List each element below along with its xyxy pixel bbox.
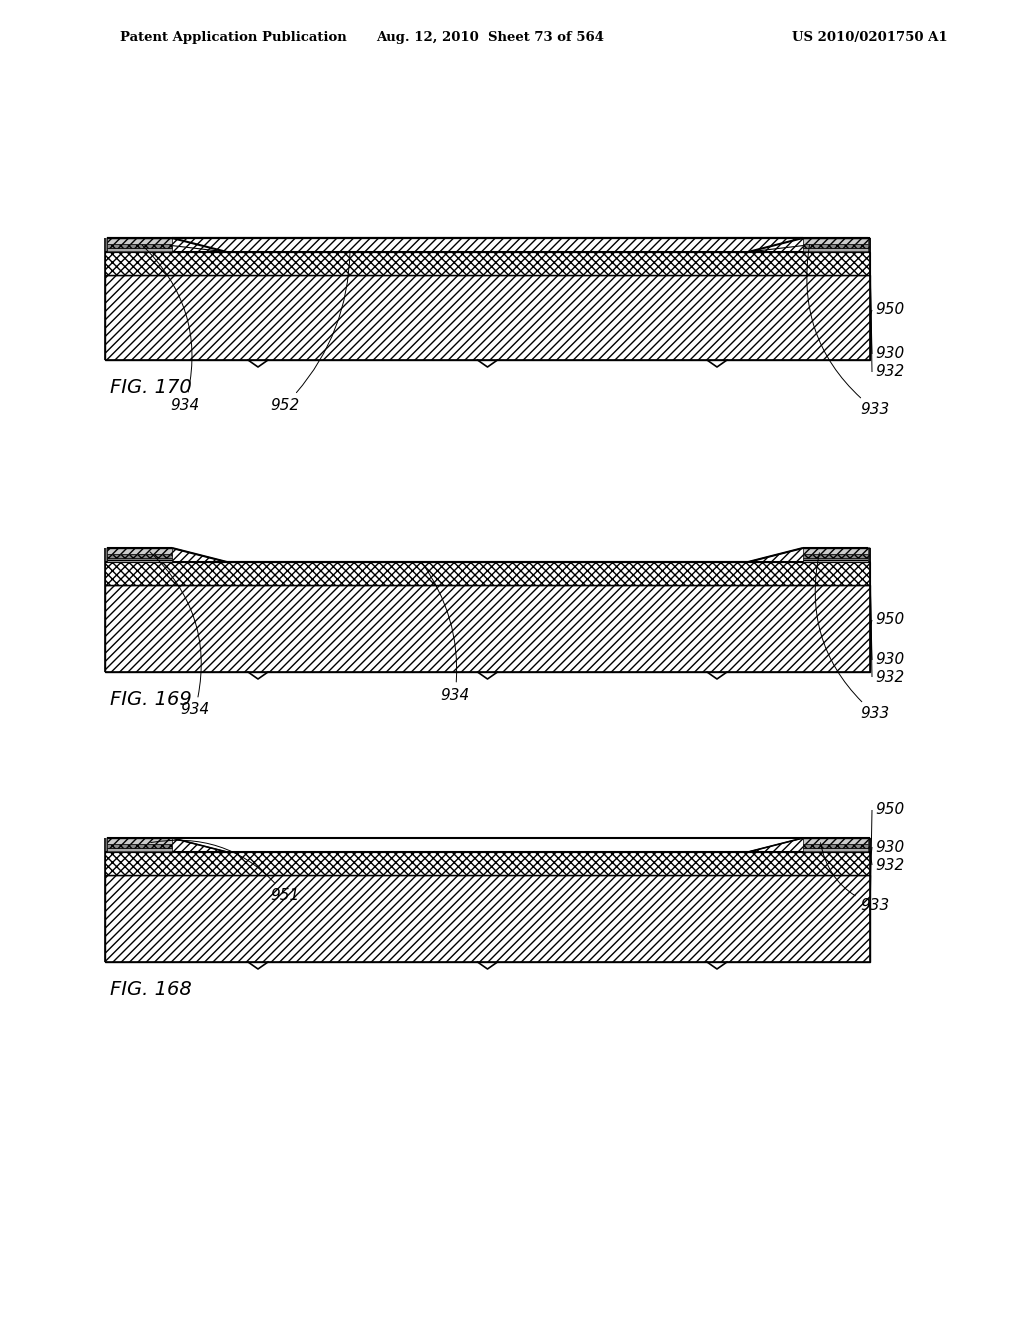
Text: US 2010/0201750 A1: US 2010/0201750 A1 <box>793 30 948 44</box>
Text: 930: 930 <box>874 652 904 668</box>
Bar <box>106 847 172 851</box>
Bar <box>803 554 868 558</box>
Polygon shape <box>106 838 227 851</box>
Bar <box>106 558 172 562</box>
Text: FIG. 168: FIG. 168 <box>110 979 191 999</box>
Polygon shape <box>106 548 227 562</box>
Bar <box>803 248 868 252</box>
Text: 930: 930 <box>874 840 904 854</box>
Text: 932: 932 <box>874 364 904 380</box>
Text: 950: 950 <box>874 612 904 627</box>
Bar <box>106 554 172 558</box>
Bar <box>106 244 172 248</box>
Text: 934: 934 <box>151 552 210 718</box>
Text: 933: 933 <box>807 244 890 417</box>
Text: 930: 930 <box>874 346 904 362</box>
Polygon shape <box>748 548 870 562</box>
Text: 950: 950 <box>874 302 904 318</box>
Bar <box>105 252 870 275</box>
Text: 932: 932 <box>874 669 904 685</box>
Bar <box>803 845 868 847</box>
Bar <box>106 238 172 244</box>
Text: 934: 934 <box>142 246 200 412</box>
Bar <box>803 838 868 845</box>
Text: Aug. 12, 2010  Sheet 73 of 564: Aug. 12, 2010 Sheet 73 of 564 <box>376 30 604 44</box>
Polygon shape <box>106 238 868 252</box>
Bar <box>106 838 172 845</box>
Bar <box>105 875 870 962</box>
Bar <box>803 238 868 244</box>
Text: Patent Application Publication: Patent Application Publication <box>120 30 347 44</box>
Bar <box>106 548 172 554</box>
Text: FIG. 169: FIG. 169 <box>110 690 191 709</box>
Bar <box>105 851 870 875</box>
Bar <box>106 248 172 252</box>
Text: 933: 933 <box>820 842 890 912</box>
Bar <box>105 562 870 585</box>
Text: 933: 933 <box>815 553 890 722</box>
Polygon shape <box>748 238 870 252</box>
Bar <box>803 244 868 248</box>
Text: 951: 951 <box>151 841 300 903</box>
Text: FIG. 170: FIG. 170 <box>110 378 191 397</box>
Text: 932: 932 <box>874 858 904 873</box>
Bar <box>106 845 172 847</box>
Bar <box>803 847 868 851</box>
Polygon shape <box>106 238 227 252</box>
Text: 950: 950 <box>874 803 904 817</box>
Bar <box>803 558 868 562</box>
Text: 934: 934 <box>422 562 470 702</box>
Bar <box>105 585 870 672</box>
Text: 952: 952 <box>270 253 350 412</box>
Polygon shape <box>748 838 870 851</box>
Bar <box>803 548 868 554</box>
Bar <box>105 275 870 360</box>
